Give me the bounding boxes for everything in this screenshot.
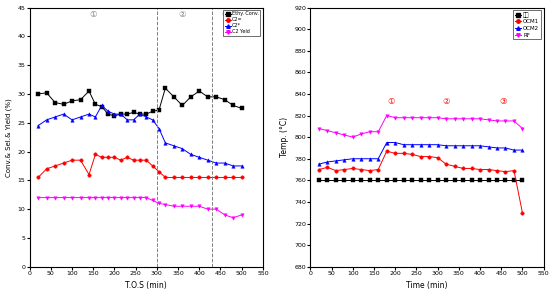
Y-axis label: Conv.& Sel.& Yield (%): Conv.& Sel.& Yield (%): [6, 98, 12, 176]
Text: ①: ①: [387, 97, 395, 106]
X-axis label: Time (min): Time (min): [406, 281, 448, 290]
Text: ③: ③: [222, 10, 229, 20]
Y-axis label: Temp. (°C): Temp. (°C): [280, 117, 289, 157]
Text: ③: ③: [500, 97, 507, 106]
Text: ②: ②: [442, 97, 450, 106]
Text: ①: ①: [89, 10, 97, 20]
Text: ②: ②: [179, 10, 186, 20]
X-axis label: T.O.S (min): T.O.S (min): [125, 281, 167, 290]
Legend: Ethy. Conv., C2=, C2*, C2 Yeld: Ethy. Conv., C2=, C2*, C2 Yeld: [223, 10, 260, 36]
Legend: 숙비, OCM1, OCM2, RF: 숙비, OCM1, OCM2, RF: [513, 10, 541, 39]
